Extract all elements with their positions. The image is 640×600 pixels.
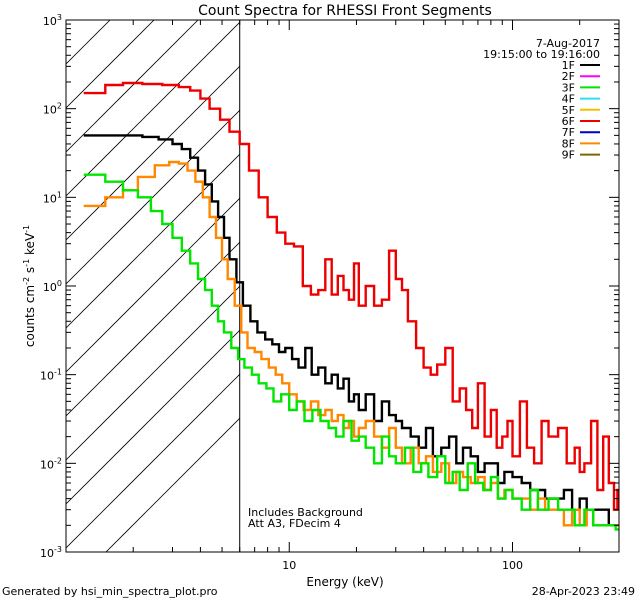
hatch-line (105, 418, 240, 552)
footer-generator: Generated by hsi_min_spectra_plot.pro (2, 585, 218, 598)
legend-label-2F: 2F (562, 70, 575, 83)
y-tick-label: 10-2 (40, 456, 62, 471)
footer-timestamp: 28-Apr-2023 23:49 (532, 585, 635, 598)
hatch-line (66, 198, 240, 373)
hatch-line (66, 66, 240, 241)
y-tick-label: 10-3 (40, 545, 62, 560)
series-3F-line (83, 173, 619, 531)
legend-label-5F: 5F (562, 104, 575, 117)
hatch-line (66, 22, 240, 197)
annotation-background: Includes Background (248, 506, 363, 519)
hatch-line (66, 20, 111, 65)
hatched-region (66, 20, 240, 552)
hatch-line (66, 20, 155, 109)
x-tick-label: 10 (282, 559, 296, 572)
y-tick-label: 103 (43, 13, 62, 28)
hatch-line (66, 20, 199, 153)
legend-label-4F: 4F (562, 93, 575, 106)
y-axis-label: counts cm-2 s-1 keV-1 (22, 225, 37, 347)
hatch-line (66, 374, 240, 549)
y-tick-label: 102 (43, 102, 62, 117)
y-tick-label: 10-1 (40, 368, 62, 383)
legend-label-3F: 3F (562, 81, 575, 94)
y-tick-label: 101 (43, 190, 62, 205)
hatch-line (66, 154, 240, 329)
legend-label-9F: 9F (562, 149, 575, 162)
legend-label-7F: 7F (562, 126, 575, 139)
legend-label-6F: 6F (562, 115, 575, 128)
hatch-line (66, 286, 240, 461)
time-range-label: 19:15:00 to 19:16:00 (483, 48, 600, 61)
hatch-line (66, 330, 240, 505)
legend-label-1F: 1F (562, 59, 575, 72)
x-axis-label: Energy (keV) (306, 575, 383, 589)
series-1F-line (83, 134, 619, 527)
x-tick-label: 100 (502, 559, 523, 572)
y-tick-label: 100 (43, 279, 62, 294)
date-label: 7-Aug-2017 (536, 37, 600, 50)
series-8F-line (83, 160, 619, 527)
hatch-line (66, 242, 240, 417)
annotation-attenuator: Att A3, FDecim 4 (248, 517, 341, 530)
series-6F-line (83, 81, 619, 511)
legend-label-8F: 8F (562, 137, 575, 150)
hatch-line (66, 110, 240, 285)
chart-title: Count Spectra for RHESSI Front Segments (198, 3, 492, 19)
